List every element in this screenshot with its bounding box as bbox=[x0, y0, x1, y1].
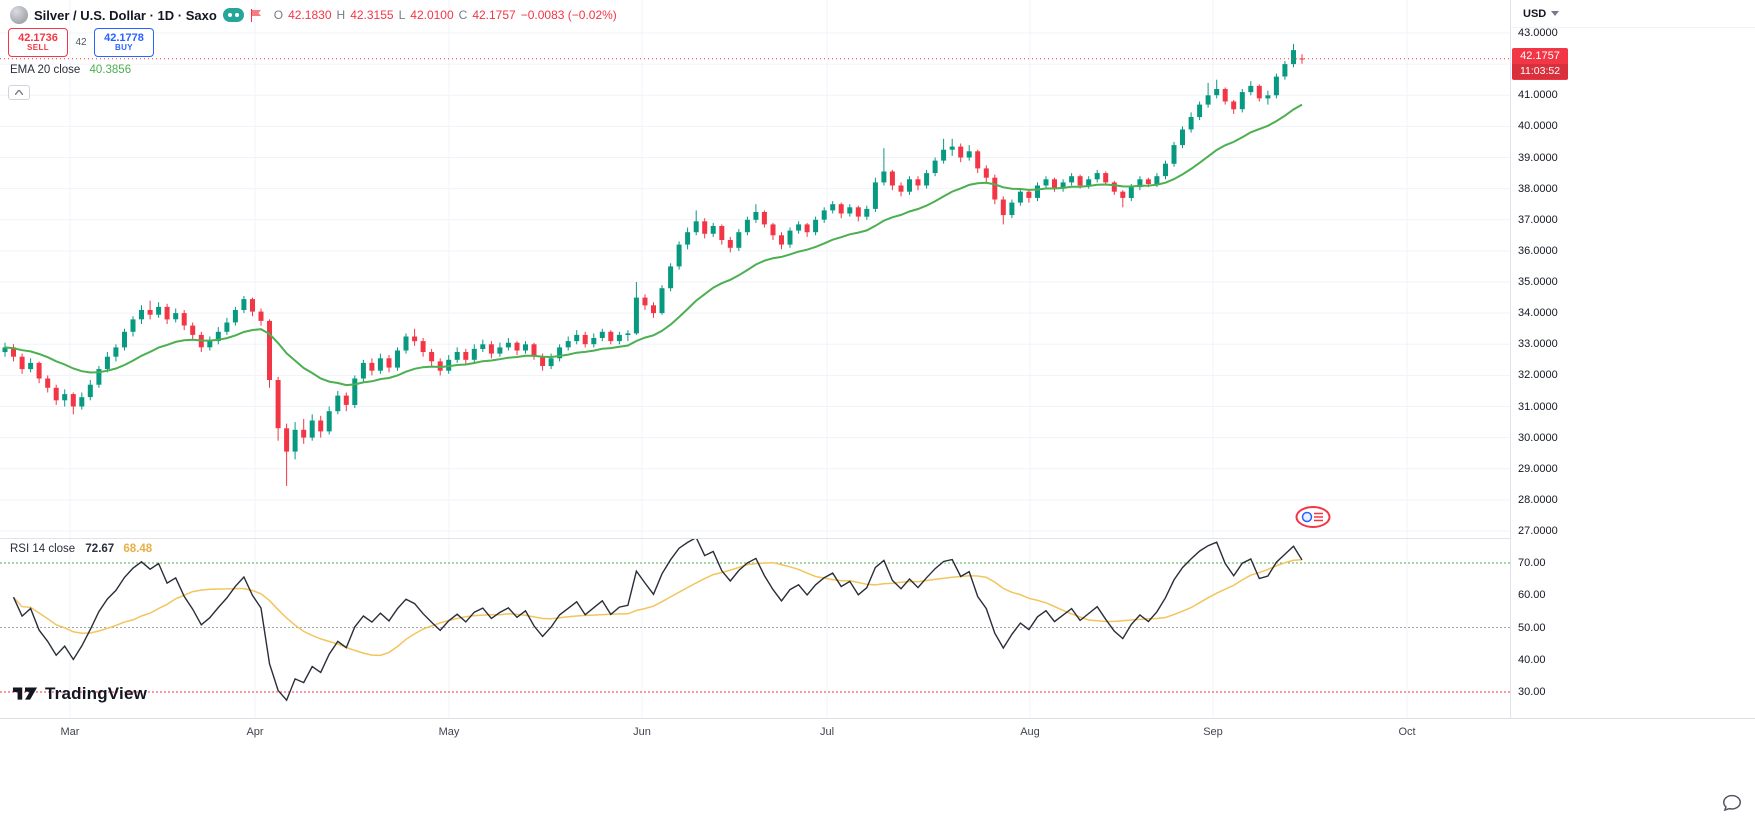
ema-line[interactable] bbox=[4, 103, 1303, 387]
ohlc-low-label: L bbox=[398, 8, 406, 22]
sell-price: 42.1736 bbox=[18, 31, 58, 44]
price-tick-label: 41.0000 bbox=[1518, 89, 1558, 102]
rsi-tick-label: 30.00 bbox=[1518, 686, 1546, 698]
rsi-line[interactable] bbox=[12, 538, 1303, 702]
bar-countdown: 11:03:52 bbox=[1512, 64, 1568, 79]
ohlc-close-label: C bbox=[458, 8, 468, 22]
symbol-legend-row: Silver / U.S. Dollar · 1D · Saxo O 42.183… bbox=[10, 6, 617, 24]
rsi-legend: RSI 14 close 72.67 68.48 bbox=[10, 543, 152, 555]
ohlc-low-value: 42.0100 bbox=[410, 8, 454, 22]
rsi-legend-value: 72.67 bbox=[85, 543, 115, 555]
time-tick-label[interactable]: Mar bbox=[60, 726, 80, 738]
rsi-legend-label[interactable]: RSI 14 close bbox=[10, 543, 76, 555]
rsi-tick-label: 40.00 bbox=[1518, 653, 1546, 666]
currency-label: USD bbox=[1523, 7, 1547, 20]
price-scale[interactable]: USD 42.1757 11:03:52 43.000042.000041.00… bbox=[1510, 0, 1755, 718]
trade-widget: 42.1736 SELL 42 42.1778 BUY bbox=[8, 28, 154, 57]
rsi-tick-label: 50.00 bbox=[1518, 621, 1546, 634]
price-tick-label: 39.0000 bbox=[1518, 151, 1558, 164]
time-tick-label[interactable]: Sep bbox=[1203, 726, 1223, 738]
buy-label: BUY bbox=[114, 43, 134, 53]
price-tick-label: 30.0000 bbox=[1518, 431, 1558, 444]
last-price-value: 42.1757 bbox=[1520, 50, 1560, 62]
price-tick-label: 38.0000 bbox=[1518, 182, 1558, 195]
ema-legend-value: 40.3856 bbox=[89, 64, 132, 76]
chevron-up-icon bbox=[15, 90, 23, 95]
price-tick-label: 31.0000 bbox=[1518, 400, 1558, 413]
sell-button[interactable]: 42.1736 SELL bbox=[8, 28, 68, 57]
ohlc-high-label: H bbox=[336, 8, 346, 22]
rsi-ma-legend-value: 68.48 bbox=[123, 543, 153, 555]
ohlc-close-value: 42.1757 bbox=[472, 8, 516, 22]
ema-legend-label[interactable]: EMA 20 close bbox=[10, 64, 81, 76]
tradingview-logo[interactable]: TradingView bbox=[12, 684, 147, 704]
collapse-legend-button[interactable] bbox=[8, 85, 30, 100]
price-tick-label: 28.0000 bbox=[1518, 493, 1558, 506]
price-tick-label: 40.0000 bbox=[1518, 120, 1558, 133]
time-tick-label[interactable]: Apr bbox=[246, 726, 264, 738]
price-tick-label: 32.0000 bbox=[1518, 369, 1558, 382]
chevron-down-icon bbox=[1551, 11, 1560, 16]
rsi-tick-label: 70.00 bbox=[1518, 557, 1546, 569]
time-axis[interactable]: Mar Apr May Jun Jul Aug Sep Oct bbox=[0, 718, 1755, 828]
ohlc-open-label: O bbox=[273, 8, 284, 22]
price-tick-label: 35.0000 bbox=[1518, 276, 1558, 288]
sell-label: SELL bbox=[26, 43, 50, 53]
price-gridlines bbox=[0, 0, 1510, 538]
buy-button[interactable]: 42.1778 BUY bbox=[94, 28, 154, 57]
price-tick-label: 36.0000 bbox=[1518, 244, 1558, 257]
price-tick-label: 33.0000 bbox=[1518, 338, 1558, 351]
flag-icon[interactable] bbox=[250, 8, 262, 22]
candles-series bbox=[2, 43, 1305, 486]
time-tick-label[interactable]: Aug bbox=[1020, 726, 1040, 738]
rsi-indicator-pane[interactable] bbox=[0, 538, 1510, 718]
currency-selector[interactable]: USD bbox=[1511, 0, 1755, 28]
price-tick-label: 29.0000 bbox=[1518, 462, 1558, 475]
ohlc-high-value: 42.3155 bbox=[350, 8, 394, 22]
spread-value: 42 bbox=[75, 37, 87, 48]
buy-price: 42.1778 bbox=[104, 31, 144, 44]
price-tick-label: 27.0000 bbox=[1518, 525, 1558, 537]
tradingview-mark-icon bbox=[12, 687, 38, 700]
symbol-title[interactable]: Silver / U.S. Dollar · 1D · Saxo bbox=[34, 7, 217, 23]
rsi-tick-label: 60.00 bbox=[1518, 589, 1546, 602]
ema-legend: EMA 20 close 40.3856 bbox=[10, 64, 131, 76]
price-tick-label: 37.0000 bbox=[1518, 213, 1558, 226]
pane-divider[interactable] bbox=[0, 538, 1510, 539]
price-tick-label: 34.0000 bbox=[1518, 307, 1558, 320]
symbol-logo[interactable] bbox=[10, 6, 28, 24]
time-tick-label[interactable]: Jun bbox=[633, 726, 651, 738]
ohlc-readout: O 42.1830 H 42.3155 L 42.0100 C 42.1757 −0.0… bbox=[274, 8, 617, 22]
ohlc-open-value: 42.1830 bbox=[288, 8, 332, 22]
rsi-gridlines bbox=[69, 538, 1408, 718]
time-tick-label[interactable]: May bbox=[438, 726, 460, 738]
rsi-ma-line[interactable] bbox=[12, 559, 1303, 657]
market-status-icon[interactable] bbox=[222, 8, 244, 22]
ohlc-change: −0.0083 (−0.02%) bbox=[520, 8, 617, 22]
tradingview-logo-text: TradingView bbox=[45, 684, 148, 703]
time-tick-label[interactable]: Oct bbox=[1398, 726, 1416, 738]
time-tick-label[interactable]: Jul bbox=[819, 726, 835, 738]
price-tick-label: 43.0000 bbox=[1518, 27, 1558, 39]
price-chart-pane[interactable] bbox=[0, 0, 1510, 538]
last-price-tag: 42.1757 11:03:52 bbox=[1512, 48, 1568, 80]
economic-event-icon[interactable] bbox=[1294, 505, 1332, 534]
chat-icon[interactable] bbox=[1721, 792, 1743, 819]
